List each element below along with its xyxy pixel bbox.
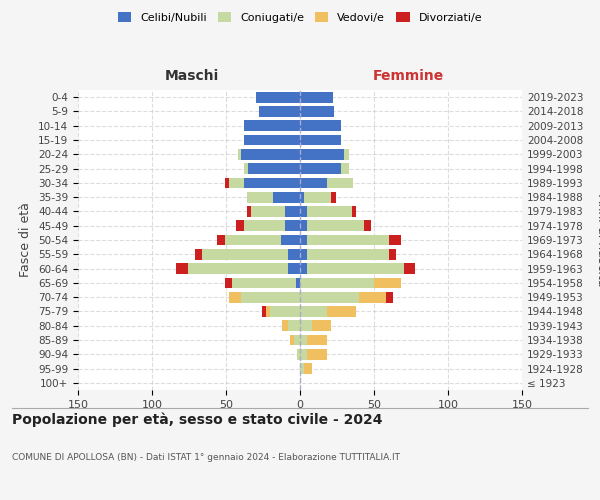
- Bar: [296, 278, 300, 288]
- Bar: [307, 206, 352, 217]
- Bar: [300, 192, 304, 202]
- Bar: [224, 278, 232, 288]
- Bar: [259, 106, 300, 117]
- Bar: [282, 320, 288, 331]
- Bar: [389, 249, 396, 260]
- Bar: [229, 292, 241, 302]
- Bar: [244, 134, 300, 145]
- Bar: [288, 249, 300, 260]
- Bar: [307, 334, 326, 345]
- Bar: [312, 320, 331, 331]
- Bar: [307, 220, 364, 231]
- Bar: [297, 349, 300, 360]
- Bar: [359, 292, 386, 302]
- Bar: [217, 234, 224, 246]
- Bar: [300, 106, 334, 117]
- Bar: [244, 220, 285, 231]
- Bar: [304, 192, 331, 202]
- Bar: [300, 349, 307, 360]
- Bar: [300, 263, 307, 274]
- Bar: [389, 234, 401, 246]
- Bar: [331, 192, 335, 202]
- Text: Popolazione per età, sesso e stato civile - 2024: Popolazione per età, sesso e stato civil…: [12, 412, 383, 427]
- Bar: [341, 163, 349, 174]
- Bar: [288, 320, 300, 331]
- Bar: [404, 263, 415, 274]
- Bar: [244, 163, 248, 174]
- Bar: [300, 278, 374, 288]
- Bar: [281, 234, 300, 246]
- Bar: [285, 220, 300, 231]
- Bar: [251, 206, 285, 217]
- Bar: [262, 306, 266, 317]
- Bar: [256, 92, 300, 102]
- Bar: [238, 149, 241, 160]
- Bar: [300, 334, 307, 345]
- Bar: [241, 292, 300, 302]
- Bar: [344, 149, 349, 160]
- Bar: [241, 149, 300, 160]
- Bar: [326, 306, 356, 317]
- Bar: [307, 263, 404, 274]
- Bar: [224, 234, 281, 246]
- Text: Femmine: Femmine: [373, 68, 443, 82]
- Bar: [248, 163, 300, 174]
- Bar: [300, 120, 341, 131]
- Bar: [229, 178, 244, 188]
- Bar: [307, 234, 389, 246]
- Bar: [285, 206, 300, 217]
- Bar: [294, 334, 300, 345]
- Bar: [176, 263, 188, 274]
- Bar: [307, 249, 389, 260]
- Bar: [307, 349, 326, 360]
- Bar: [326, 178, 353, 188]
- Text: COMUNE DI APOLLOSA (BN) - Dati ISTAT 1° gennaio 2024 - Elaborazione TUTTITALIA.I: COMUNE DI APOLLOSA (BN) - Dati ISTAT 1° …: [12, 452, 400, 462]
- Bar: [195, 249, 202, 260]
- Bar: [300, 178, 326, 188]
- Bar: [232, 278, 296, 288]
- Bar: [290, 334, 294, 345]
- Bar: [352, 206, 356, 217]
- Bar: [300, 363, 304, 374]
- Bar: [224, 178, 229, 188]
- Y-axis label: Fasce di età: Fasce di età: [19, 202, 32, 278]
- Bar: [300, 306, 326, 317]
- Y-axis label: Anni di nascita: Anni di nascita: [595, 194, 600, 286]
- Bar: [247, 206, 251, 217]
- Bar: [300, 92, 332, 102]
- Bar: [236, 220, 244, 231]
- Bar: [300, 220, 307, 231]
- Bar: [300, 234, 307, 246]
- Bar: [364, 220, 371, 231]
- Bar: [288, 263, 300, 274]
- Text: Maschi: Maschi: [165, 68, 219, 82]
- Bar: [188, 263, 288, 274]
- Bar: [271, 306, 300, 317]
- Bar: [386, 292, 393, 302]
- Bar: [300, 163, 341, 174]
- Bar: [300, 134, 341, 145]
- Bar: [300, 292, 359, 302]
- Bar: [244, 178, 300, 188]
- Bar: [300, 249, 307, 260]
- Bar: [300, 320, 312, 331]
- Bar: [300, 206, 307, 217]
- Bar: [244, 120, 300, 131]
- Bar: [304, 363, 312, 374]
- Bar: [374, 278, 401, 288]
- Bar: [202, 249, 288, 260]
- Bar: [300, 149, 344, 160]
- Bar: [274, 192, 300, 202]
- Bar: [266, 306, 271, 317]
- Bar: [247, 192, 274, 202]
- Legend: Celibi/Nubili, Coniugati/e, Vedovi/e, Divorziati/e: Celibi/Nubili, Coniugati/e, Vedovi/e, Di…: [113, 8, 487, 28]
